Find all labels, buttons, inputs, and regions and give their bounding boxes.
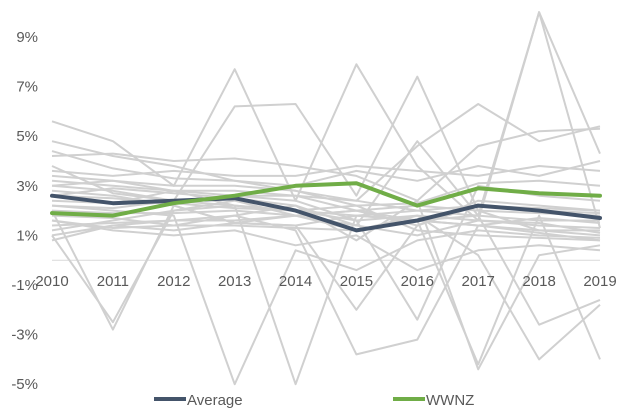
y-tick-label: 1% xyxy=(16,227,38,244)
y-tick-label: 7% xyxy=(16,79,38,96)
background-series-line xyxy=(51,189,601,361)
legend-label-average: Average xyxy=(187,392,243,409)
series-line-average xyxy=(50,193,602,233)
background-series-group xyxy=(51,11,601,386)
y-tick-label: -5% xyxy=(11,376,38,393)
y-axis-ticks: -5% -3% -1% 1% 3% 5% 7% 9% xyxy=(11,29,38,393)
background-series-line xyxy=(51,140,601,326)
x-tick-label: 2011 xyxy=(97,273,129,290)
x-tick-label: 2013 xyxy=(218,273,251,290)
x-tick-label: 2015 xyxy=(340,273,373,290)
x-tick-label: 2016 xyxy=(401,273,434,290)
main-series-group xyxy=(50,181,602,233)
background-series-line xyxy=(51,165,601,177)
background-series-line xyxy=(51,209,600,232)
background-series-line xyxy=(51,179,600,232)
y-tick-label: -3% xyxy=(11,327,38,344)
x-tick-label: 2018 xyxy=(522,273,555,290)
background-series-line xyxy=(51,214,601,234)
background-series-line xyxy=(51,199,601,311)
background-series-line xyxy=(51,219,601,272)
background-series-line xyxy=(51,204,601,242)
background-series-line xyxy=(51,214,601,356)
x-tick-label: 2017 xyxy=(462,273,495,290)
y-tick-label: -1% xyxy=(11,277,38,294)
x-tick-label: 2010 xyxy=(35,273,68,290)
series-line-wwnz xyxy=(50,181,602,218)
y-tick-label: 9% xyxy=(16,29,38,46)
x-tick-label: 2019 xyxy=(583,273,616,290)
y-tick-label: 3% xyxy=(16,178,38,195)
legend: Average WWNZ xyxy=(154,392,474,409)
y-tick-label: 5% xyxy=(16,128,38,145)
legend-label-wwnz: WWNZ xyxy=(426,392,474,409)
background-series-line xyxy=(51,174,601,207)
x-tick-label: 2012 xyxy=(157,273,190,290)
x-tick-label: 2014 xyxy=(279,273,312,290)
x-axis-ticks: 2010 2011 2012 2013 2014 2015 2016 2017 2018 2019 xyxy=(35,273,616,290)
